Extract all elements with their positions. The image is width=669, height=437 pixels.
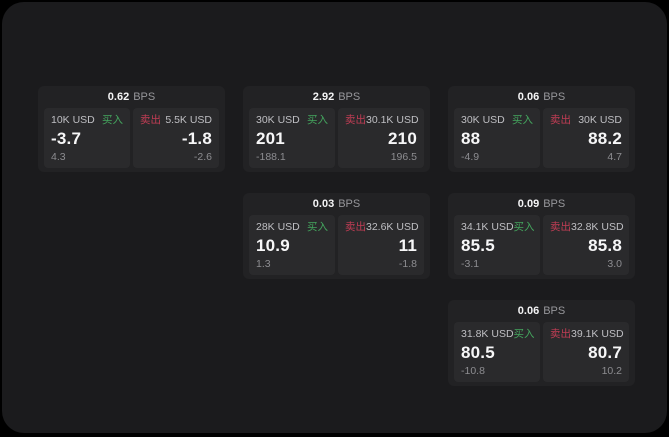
spread-value: 0.03 <box>312 198 335 210</box>
sell-price: 80.7 <box>588 343 622 362</box>
sell-amount: 32.6K USD <box>366 221 419 233</box>
buy-button[interactable]: 买入 <box>512 114 533 126</box>
buy-amount: 30K USD <box>256 114 300 126</box>
buy-price: 80.5 <box>461 343 495 362</box>
sell-price: -1.8 <box>181 129 212 148</box>
quote-panels: 31.8K USD 买入 80.5 -10.8 卖出 39.1K USD 80.… <box>448 322 635 386</box>
quote-panels: 10K USD 买入 -3.7 4.3 卖出 5.5K USD -1.8 -2.… <box>38 108 225 172</box>
sell-price: 88.2 <box>588 129 622 148</box>
buy-price: 88 <box>461 129 481 148</box>
sell-panel[interactable]: 卖出 39.1K USD 80.7 10.2 <box>543 322 629 382</box>
sell-delta: -1.8 <box>398 258 417 270</box>
quote-card: 2.92 BPS 30K USD 买入 201 -188.1 卖出 30.1K … <box>243 86 430 172</box>
spread-header: 0.62 BPS <box>38 86 225 108</box>
buy-price: 10.9 <box>256 236 290 255</box>
quote-card: 0.62 BPS 10K USD 买入 -3.7 4.3 卖出 5.5K USD <box>38 86 225 172</box>
buy-delta: -4.9 <box>461 151 480 163</box>
sell-amount: 32.8K USD <box>571 221 624 233</box>
buy-panel[interactable]: 34.1K USD 买入 85.5 -3.1 <box>454 215 540 275</box>
sell-panel[interactable]: 卖出 32.8K USD 85.8 3.0 <box>543 215 629 275</box>
spread-unit: BPS <box>543 305 566 317</box>
quote-panels: 28K USD 买入 10.9 1.3 卖出 32.6K USD 11 -1.8 <box>243 215 430 279</box>
spread-value: 0.06 <box>517 91 540 103</box>
spread-value: 0.06 <box>517 305 540 317</box>
quote-card: 0.03 BPS 28K USD 买入 10.9 1.3 卖出 32.6K US… <box>243 193 430 279</box>
spread-header: 0.03 BPS <box>243 193 430 215</box>
buy-button[interactable]: 买入 <box>307 221 328 233</box>
buy-amount: 34.1K USD <box>461 221 514 233</box>
sell-delta: 3.0 <box>607 258 622 270</box>
buy-amount: 28K USD <box>256 221 300 233</box>
buy-panel[interactable]: 28K USD 买入 10.9 1.3 <box>249 215 335 275</box>
buy-price: 85.5 <box>461 236 495 255</box>
sell-delta: 4.7 <box>607 151 622 163</box>
buy-button[interactable]: 买入 <box>307 114 328 126</box>
buy-price: 201 <box>256 129 285 148</box>
quote-card: 0.06 BPS 30K USD 买入 88 -4.9 卖出 30K USD <box>448 86 635 172</box>
sell-amount: 30K USD <box>578 114 622 126</box>
spread-unit: BPS <box>338 198 361 210</box>
sell-amount: 5.5K USD <box>165 114 212 126</box>
sell-button[interactable]: 卖出 <box>140 114 161 126</box>
buy-price: -3.7 <box>51 129 82 148</box>
quote-card: 0.06 BPS 31.8K USD 买入 80.5 -10.8 卖出 39.1… <box>448 300 635 386</box>
buy-button[interactable]: 买入 <box>513 221 535 233</box>
buy-panel[interactable]: 10K USD 买入 -3.7 4.3 <box>44 108 130 168</box>
sell-panel[interactable]: 卖出 30.1K USD 210 196.5 <box>338 108 424 168</box>
spread-unit: BPS <box>133 91 156 103</box>
buy-panel[interactable]: 31.8K USD 买入 80.5 -10.8 <box>454 322 540 382</box>
quote-panels: 34.1K USD 买入 85.5 -3.1 卖出 32.8K USD 85.8… <box>448 215 635 279</box>
buy-panel[interactable]: 30K USD 买入 88 -4.9 <box>454 108 540 168</box>
buy-delta: -3.1 <box>461 258 480 270</box>
sell-panel[interactable]: 卖出 32.6K USD 11 -1.8 <box>338 215 424 275</box>
sell-delta: -2.6 <box>193 151 212 163</box>
sell-panel[interactable]: 卖出 5.5K USD -1.8 -2.6 <box>133 108 219 168</box>
sell-button[interactable]: 卖出 <box>345 221 366 233</box>
spread-header: 0.09 BPS <box>448 193 635 215</box>
spread-value: 2.92 <box>312 91 335 103</box>
sell-button[interactable]: 卖出 <box>550 328 571 340</box>
quote-panels: 30K USD 买入 88 -4.9 卖出 30K USD 88.2 4.7 <box>448 108 635 172</box>
buy-button[interactable]: 买入 <box>513 328 535 340</box>
buy-delta: 1.3 <box>256 258 271 270</box>
buy-amount: 31.8K USD <box>461 328 514 340</box>
buy-delta: 4.3 <box>51 151 66 163</box>
buy-button[interactable]: 买入 <box>102 114 123 126</box>
buy-delta: -188.1 <box>256 151 286 163</box>
quote-panels: 30K USD 买入 201 -188.1 卖出 30.1K USD 210 1… <box>243 108 430 172</box>
spread-value: 0.62 <box>107 91 130 103</box>
spread-unit: BPS <box>543 91 566 103</box>
sell-price: 210 <box>388 129 417 148</box>
sell-amount: 39.1K USD <box>571 328 624 340</box>
sell-price: 11 <box>398 236 417 255</box>
spread-header: 2.92 BPS <box>243 86 430 108</box>
sell-delta: 196.5 <box>390 151 417 163</box>
spread-unit: BPS <box>338 91 361 103</box>
sell-price: 85.8 <box>588 236 622 255</box>
spread-value: 0.09 <box>517 198 540 210</box>
sell-delta: 10.2 <box>601 365 622 377</box>
buy-amount: 10K USD <box>51 114 95 126</box>
buy-panel[interactable]: 30K USD 买入 201 -188.1 <box>249 108 335 168</box>
sell-button[interactable]: 卖出 <box>345 114 366 126</box>
sell-panel[interactable]: 卖出 30K USD 88.2 4.7 <box>543 108 629 168</box>
buy-delta: -10.8 <box>461 365 485 377</box>
spread-header: 0.06 BPS <box>448 86 635 108</box>
sell-button[interactable]: 卖出 <box>550 221 571 233</box>
buy-amount: 30K USD <box>461 114 505 126</box>
spread-unit: BPS <box>543 198 566 210</box>
sell-amount: 30.1K USD <box>366 114 419 126</box>
sell-button[interactable]: 卖出 <box>550 114 571 126</box>
spread-header: 0.06 BPS <box>448 300 635 322</box>
quote-card: 0.09 BPS 34.1K USD 买入 85.5 -3.1 卖出 32.8K… <box>448 193 635 279</box>
